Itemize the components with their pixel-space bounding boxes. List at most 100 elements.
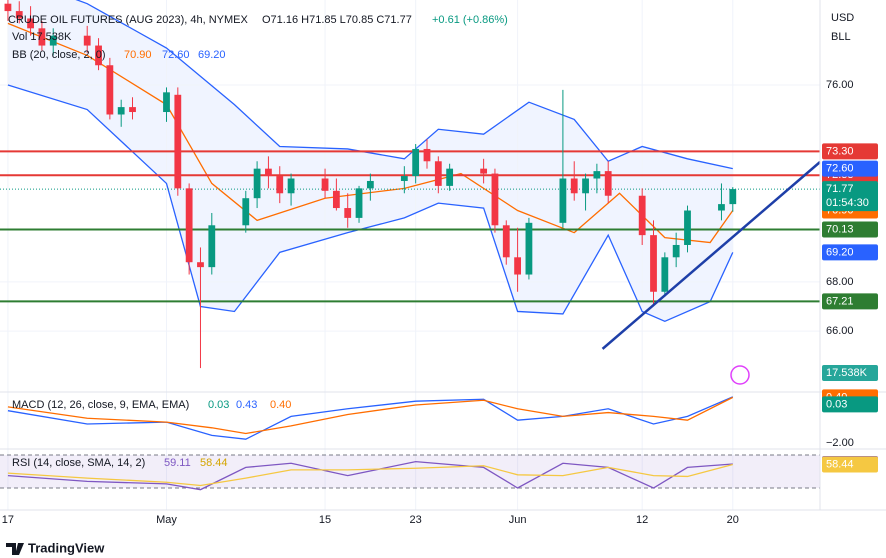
candle-body [208,225,216,268]
macd-hist: 0.03 [208,399,229,411]
candle-body [242,198,250,226]
symbol: CRUDE OIL FUTURES (AUG 2023), 4h, NYMEX [8,14,248,26]
candle-body [400,176,408,181]
price-badge-bg [822,456,878,473]
candle-body [604,171,612,196]
price-badge: 72.60 [826,163,854,175]
last-price: 71.77 [826,183,854,195]
candle-body [197,262,204,268]
candle-body [185,188,193,263]
candle-body [174,94,182,189]
price-badge: 0.03 [826,398,847,410]
ohlc: O71.16 H71.85 L70.85 C71.77 [262,14,412,26]
currency: USD [831,12,854,24]
indicator-line [7,396,734,435]
candle-body [38,28,46,46]
candle-body [4,3,12,12]
price-badge: 69.20 [826,246,854,258]
volume: Vol 17.538K [12,31,72,43]
candle-body [434,161,442,186]
candle-body [355,188,363,218]
rsi-value: 59.11 [164,457,191,469]
price-badge-bg [822,160,878,177]
candle-body [276,176,284,194]
candle-body [650,235,657,292]
rsi-sma: 58.44 [200,457,228,469]
candle-body [661,257,669,292]
candle-body [582,178,589,194]
y-tick-label: 66.00 [826,325,854,337]
candle-body [638,195,646,236]
x-tick-label: Jun [509,514,527,526]
y-tick-label: 68.00 [826,276,854,288]
candle-body [49,35,57,46]
bb-lower: 69.20 [198,49,226,61]
bb-label: BB (20, close, 2, 0) [12,49,106,61]
indicator-line [7,460,733,491]
price-badge: 67.21 [826,295,854,307]
price-badge-bg [822,396,878,413]
last-badge-bg [822,181,878,212]
bb-upper: 72.60 [162,49,190,61]
indicator-line [7,463,733,487]
price-badge-bg [822,293,878,310]
x-tick-label: May [156,514,177,526]
candle-body [163,92,170,113]
price-badge-bg [822,143,878,160]
price-badge: 58.44 [826,458,854,470]
brand: TradingView [28,540,105,555]
price-badge: 70.13 [826,223,854,235]
candle-body [718,204,725,211]
x-tick-label: 23 [410,514,422,526]
price-badge-bg [822,244,878,261]
candle-body [729,189,737,205]
macd-signal: 0.40 [270,399,291,411]
candle-body [15,11,23,19]
y-tick-label: 76.00 [826,79,854,91]
candle-body [570,178,578,194]
price-badge: 73.30 [826,145,854,157]
alert-icon[interactable] [730,365,750,385]
candle-body [321,178,329,191]
x-tick-label: 12 [636,514,648,526]
candle-body [27,18,34,29]
candle-body [525,222,533,275]
candle-body [412,148,420,177]
candle-body [480,168,488,174]
candle-body [593,171,601,179]
candle-body [491,173,499,226]
y-tick-label: −2.00 [826,437,854,449]
candle-body [344,208,352,218]
candle-body [95,45,102,66]
bb-mid: 70.90 [124,49,152,61]
trend-line [601,161,821,350]
x-tick-label: 15 [319,514,331,526]
volume-badge: 17.538K [826,367,868,379]
brand-logo [6,543,24,555]
candle-body [332,190,340,209]
macd-value: 0.43 [236,399,257,411]
price-badge-bg [822,221,878,238]
candle-body [684,210,691,245]
unit: BLL [831,31,851,43]
candle-body [106,65,114,115]
rsi-label: RSI (14, close, SMA, 14, 2) [12,457,145,469]
candle-body [287,178,295,194]
candle-body [129,107,136,113]
candle-body [502,225,510,258]
candle-body [265,168,272,177]
candle-body [514,257,521,275]
candle-body [366,180,374,189]
countdown: 01:54:30 [826,197,869,209]
candle-body [83,35,91,46]
x-tick-label: 17 [2,514,14,526]
indicator-line [7,396,734,440]
candle-body [253,168,261,199]
volume-badge-bg [822,365,878,381]
candle-body [672,244,680,258]
layers: 76.0068.0066.0017May1523Jun122073.3072.3… [0,0,886,526]
candle-body [117,107,125,115]
candle-body [559,178,567,223]
change: +0.61 (+0.86%) [432,14,508,26]
